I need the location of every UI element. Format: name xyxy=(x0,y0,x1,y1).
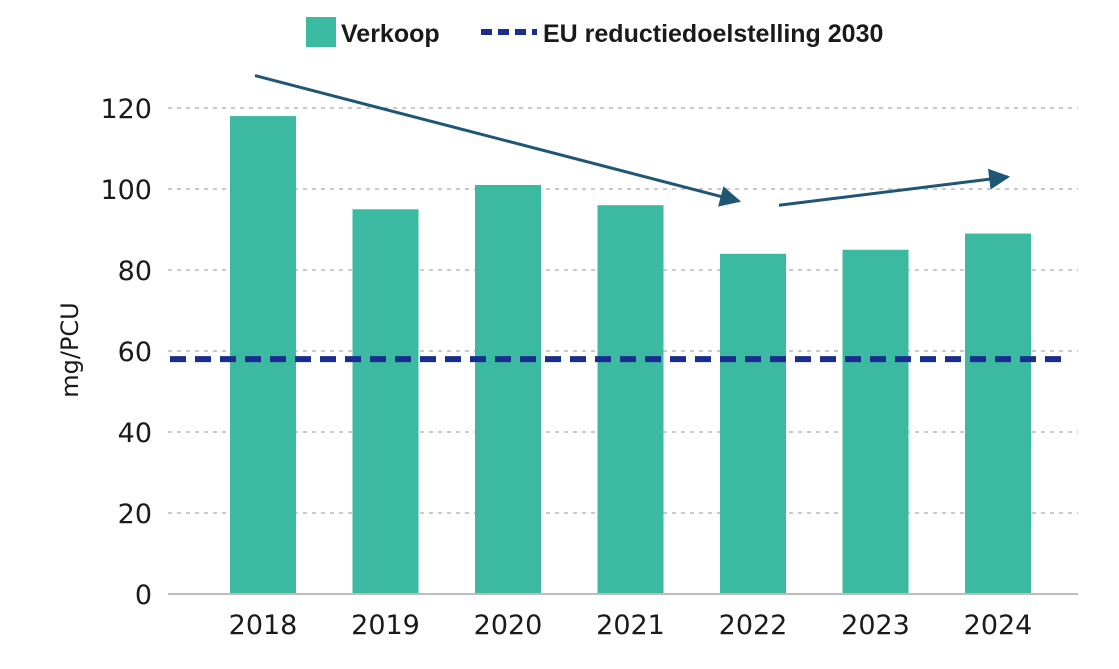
legend-swatch-verkoop xyxy=(306,17,336,47)
x-tick-label-2019: 2019 xyxy=(351,610,420,641)
bar-2020 xyxy=(475,184,541,594)
y-tick-label: 100 xyxy=(100,175,152,206)
x-tick-label-2020: 2020 xyxy=(474,610,543,641)
x-tick-label-2024: 2024 xyxy=(964,610,1033,641)
trend-arrow-1 xyxy=(254,74,742,207)
legend-label-reference-line: EU reductiedoelstelling 2030 xyxy=(543,20,883,48)
y-axis-title: mg/PCU xyxy=(56,302,84,398)
bar-2021 xyxy=(597,205,664,594)
bar-2023 xyxy=(842,249,909,594)
trend-arrow-2 xyxy=(778,168,1011,207)
y-tick-label: 60 xyxy=(118,337,152,368)
y-tick-label: 20 xyxy=(118,499,152,530)
bar-2018 xyxy=(230,116,296,594)
trend-arrows xyxy=(254,74,1011,207)
bars xyxy=(230,116,1031,595)
y-axis-ticks: 0 20 40 60 80 100 120 xyxy=(100,94,152,611)
legend-label-verkoop: Verkoop xyxy=(341,20,440,48)
y-tick-label: 80 xyxy=(118,256,152,287)
bar-2024 xyxy=(965,233,1031,595)
bar-2022 xyxy=(720,253,786,595)
legend: Verkoop EU reductiedoelstelling 2030 xyxy=(306,17,883,48)
x-tick-label-2023: 2023 xyxy=(841,610,910,641)
y-tick-label: 0 xyxy=(135,580,152,611)
gridlines xyxy=(168,107,1078,514)
y-tick-label: 40 xyxy=(118,418,152,449)
bar-2019 xyxy=(352,209,419,594)
x-tick-label-2018: 2018 xyxy=(229,610,298,641)
x-tick-label-2021: 2021 xyxy=(596,610,665,641)
x-axis-ticks: 2018 2019 2020 2021 2022 2023 2024 xyxy=(229,610,1033,641)
y-tick-label: 120 xyxy=(100,94,152,125)
x-tick-label-2022: 2022 xyxy=(719,610,788,641)
